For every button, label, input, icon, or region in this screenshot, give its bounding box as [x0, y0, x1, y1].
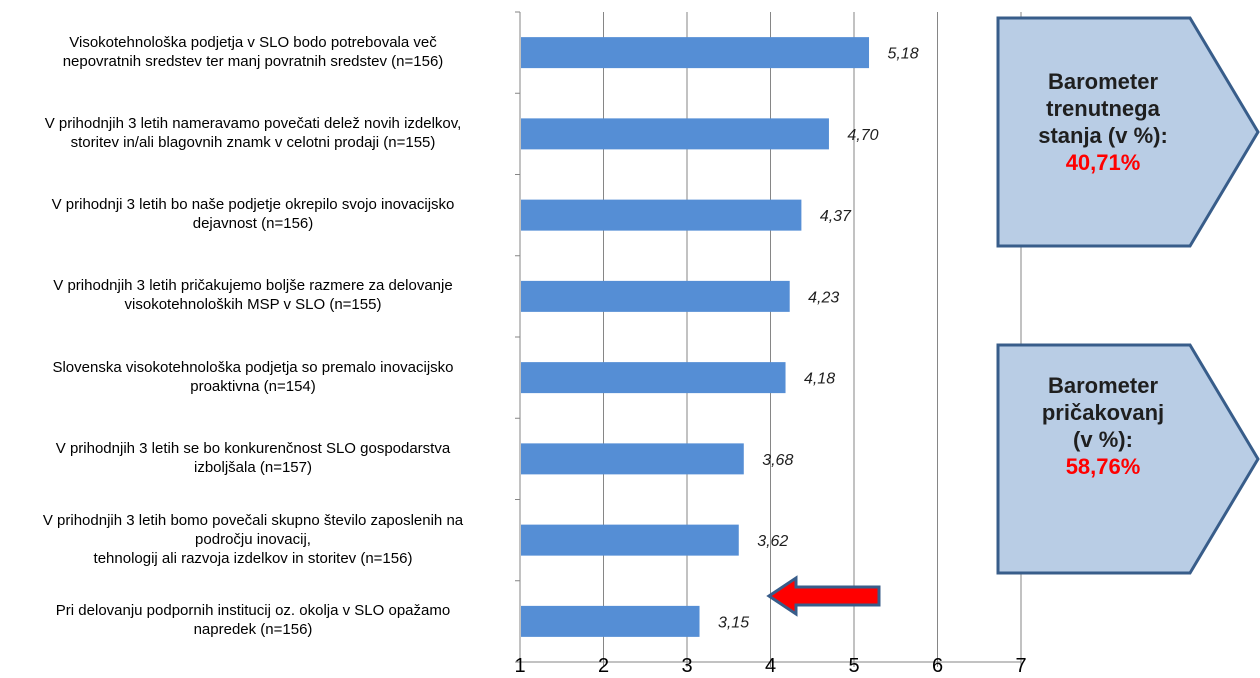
callout-expected-line2: pričakovanj	[1041, 400, 1165, 425]
bar-7	[521, 524, 739, 556]
callout-current-line3: stanja (v %):	[1038, 123, 1168, 148]
bar-2	[521, 118, 829, 150]
bar-value-label-2: 4,70	[847, 127, 878, 144]
x-tick-label-3: 3	[681, 655, 692, 677]
bar-3	[521, 199, 802, 231]
bar-6	[521, 443, 744, 475]
category-label-7: V prihodnjih 3 letih bomo povečali skupn…	[42, 511, 464, 567]
callout-shapes	[996, 16, 1260, 575]
callout-expected-shape	[996, 343, 1260, 575]
callout-current-text: Barometer trenutnega stanja (v %): 40,71…	[998, 68, 1208, 176]
bar-5	[521, 362, 786, 394]
x-tick-label-1: 1	[514, 655, 525, 677]
callout-current-line2: trenutnega	[1046, 96, 1160, 121]
bar-value-label-1: 5,18	[887, 46, 918, 63]
bar-value-label-8: 3,15	[718, 614, 749, 631]
bar-1	[521, 37, 870, 69]
callout-current-shape	[996, 16, 1260, 248]
callout-expected-text: Barometer pričakovanj (v %): 58,76%	[998, 372, 1208, 480]
category-label-3: V prihodnji 3 letih bo naše podjetje okr…	[51, 196, 455, 233]
x-tick-label-4: 4	[765, 655, 776, 677]
bar-value-label-4: 4,23	[808, 289, 839, 306]
bar-value-label-5: 4,18	[804, 371, 835, 388]
category-label-8: Pri delovanju podpornih institucij oz. o…	[55, 602, 451, 639]
callout-expected-line1: Barometer	[1047, 373, 1159, 398]
callout-expected-line3: (v %):	[1073, 427, 1133, 452]
category-label-5: Slovenska visokotehnološka podjetja so p…	[52, 358, 454, 395]
bar-4	[521, 280, 790, 312]
bars: 5,18 4,70 4,37 4,23 4,18 3,68 3,62 3,15	[521, 37, 919, 637]
category-label-2: V prihodnjih 3 letih nameravamo povečati…	[44, 114, 462, 151]
x-tick-label-7: 7	[1015, 655, 1026, 677]
x-tick-label-6: 6	[932, 655, 943, 677]
category-label-1: Visokotehnološka podjetja v SLO bodo pot…	[62, 33, 444, 70]
gridlines	[603, 12, 1022, 662]
callout-expected-value: 58,76%	[1065, 454, 1141, 479]
highlight-arrow-layer	[766, 575, 881, 617]
callout-current-line1: Barometer	[1047, 69, 1159, 94]
axes: 1 2 3 4 5 6 7	[514, 11, 1027, 677]
category-label-6: V prihodnjih 3 letih se bo konkurenčnost…	[55, 439, 451, 476]
bar-value-label-6: 3,68	[762, 452, 793, 469]
x-tick-label-5: 5	[848, 655, 859, 677]
x-tick-label-2: 2	[598, 655, 609, 677]
bar-8	[521, 605, 700, 637]
bar-value-label-7: 3,62	[757, 533, 788, 550]
callout-current-value: 40,71%	[1065, 150, 1141, 175]
highlight-arrow	[766, 575, 881, 617]
bar-value-label-3: 4,37	[820, 208, 852, 225]
category-label-4: V prihodnjih 3 letih pričakujemo boljše …	[53, 277, 453, 314]
